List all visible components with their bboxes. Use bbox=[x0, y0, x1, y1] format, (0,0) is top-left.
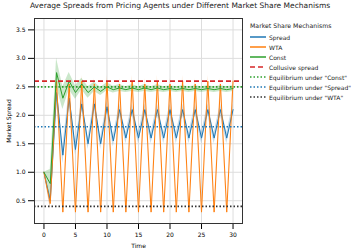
html-text:Collusive spread: Collusive spread bbox=[269, 63, 319, 71]
html-text:Equilibrium under "Const": Equilibrium under "Const" bbox=[269, 73, 347, 81]
svg-text:30: 30 bbox=[229, 231, 237, 238]
svg-text:1.0: 1.0 bbox=[16, 168, 26, 175]
svg-text:3.5: 3.5 bbox=[16, 26, 26, 33]
svg-text:5: 5 bbox=[74, 231, 78, 238]
svg-text:10: 10 bbox=[103, 231, 111, 238]
html-text:Equilibrium under "WTA": Equilibrium under "WTA" bbox=[269, 93, 344, 101]
svg-text:0: 0 bbox=[42, 231, 46, 238]
html-text:Const: Const bbox=[269, 53, 287, 61]
svg-text:20: 20 bbox=[166, 231, 174, 238]
svg-text:2.0: 2.0 bbox=[16, 111, 26, 118]
svg-text:Time: Time bbox=[130, 242, 146, 249]
svg-text:0.5: 0.5 bbox=[16, 197, 26, 204]
html-text:Equilibrium under "Spread": Equilibrium under "Spread" bbox=[269, 83, 351, 91]
html-text:Average Spreads from Pricing A: Average Spreads from Pricing Agents unde… bbox=[29, 1, 331, 10]
svg-text:2.5: 2.5 bbox=[16, 83, 26, 90]
svg-text:15: 15 bbox=[135, 231, 143, 238]
svg-text:25: 25 bbox=[198, 231, 206, 238]
svg-text:Market Spread: Market Spread bbox=[5, 99, 13, 143]
html-text:WTA: WTA bbox=[269, 43, 283, 51]
svg-text:1.5: 1.5 bbox=[16, 140, 26, 147]
svg-text:3.0: 3.0 bbox=[16, 54, 26, 61]
html-text:Market Share Mechanisms: Market Share Mechanisms bbox=[250, 22, 332, 29]
html-text:Spread: Spread bbox=[269, 33, 291, 41]
